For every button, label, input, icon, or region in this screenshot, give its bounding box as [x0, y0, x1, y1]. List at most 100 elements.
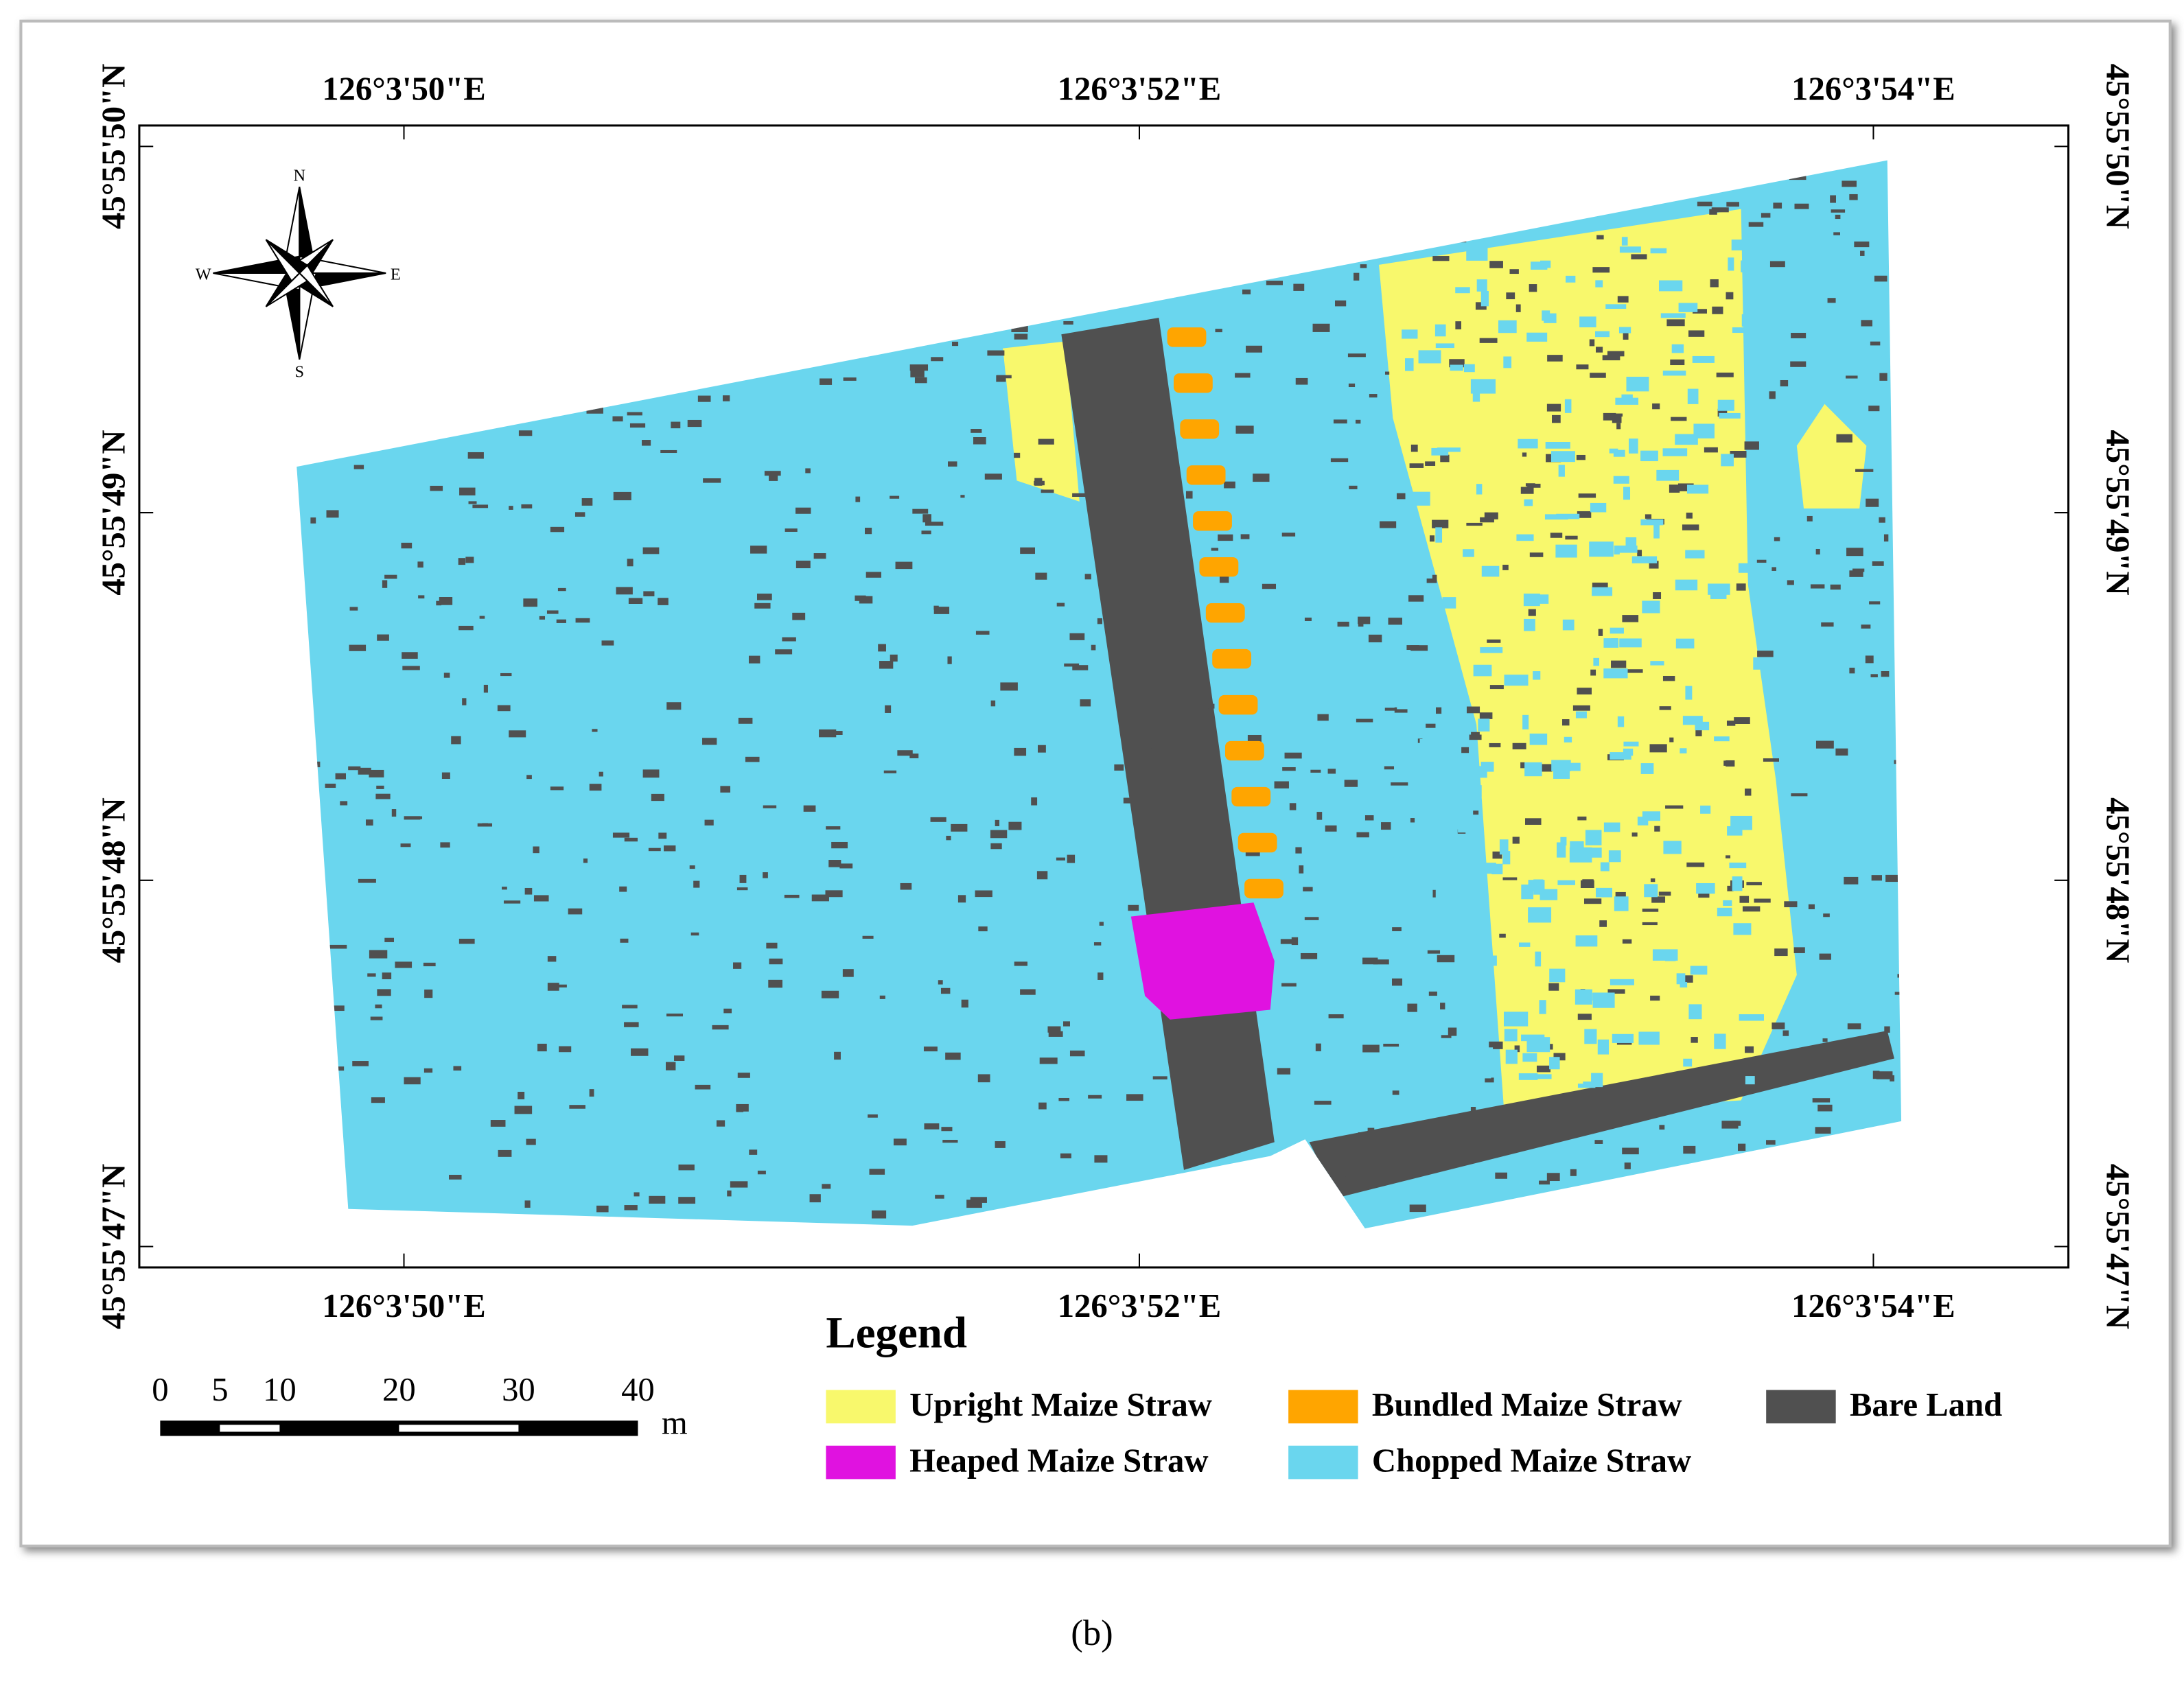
bare-speckle	[596, 1205, 609, 1213]
bare-speckle	[1769, 391, 1776, 399]
bare-speckle	[502, 887, 507, 890]
bare-speckle	[1396, 493, 1413, 500]
bare-speckle	[822, 1184, 831, 1189]
bare-speckle	[1437, 955, 1455, 963]
chopped-speckle	[1556, 842, 1566, 858]
bare-speckle	[935, 1195, 944, 1199]
chopped-speckle	[1579, 316, 1596, 327]
scale-label: 10	[263, 1371, 297, 1408]
bare-speckle	[1331, 1170, 1346, 1177]
bare-speckle	[764, 471, 781, 476]
bare-speckle	[1756, 559, 1767, 563]
chopped-speckle	[1594, 331, 1610, 338]
chopped-speckle	[1653, 524, 1660, 539]
bare-speckle	[382, 580, 388, 588]
bare-speckle	[1284, 752, 1302, 759]
chopped-speckle	[1675, 434, 1698, 445]
chopped-speckle	[1424, 1060, 1442, 1076]
scale-label: 40	[621, 1371, 655, 1408]
bare-speckle	[619, 886, 627, 892]
bare-speckle	[1335, 300, 1347, 307]
bare-speckle	[1615, 891, 1626, 897]
bare-speckle	[1191, 675, 1209, 679]
bare-speckle	[1784, 901, 1798, 908]
bare-speckle	[1406, 645, 1419, 651]
bare-speckle	[872, 1210, 887, 1219]
bare-speckle	[1126, 1094, 1143, 1101]
bare-speckle	[335, 773, 347, 780]
bare-speckle	[642, 440, 651, 446]
chopped-speckle	[1406, 876, 1417, 891]
bare-speckle	[1717, 408, 1728, 417]
bare-speckle	[1179, 601, 1184, 605]
bare-speckle	[909, 753, 919, 758]
bare-speckle	[1088, 1095, 1102, 1099]
bare-speckle	[1624, 1162, 1631, 1169]
bare-speckle	[1410, 1157, 1416, 1165]
bare-speckle	[1380, 521, 1397, 528]
bare-speckle	[1316, 812, 1323, 820]
bare-speckle	[436, 600, 442, 606]
chopped-speckle	[1504, 675, 1529, 686]
bare-speckle	[723, 1008, 732, 1014]
bare-speckle	[1097, 618, 1103, 624]
bare-speckle	[1282, 767, 1296, 771]
bare-speckle	[1093, 942, 1102, 946]
caption: (b)	[1071, 1613, 1113, 1653]
chopped-speckle	[1717, 907, 1732, 917]
bare-speckle	[1440, 1003, 1445, 1009]
bare-speckle	[1455, 321, 1462, 329]
chopped-speckle	[1732, 876, 1743, 891]
chopped-speckle	[1557, 880, 1576, 885]
bare-speckle	[1295, 377, 1308, 385]
bare-speckle	[1622, 1147, 1639, 1155]
bare-speckle	[338, 1066, 345, 1071]
bare-speckle	[1815, 1127, 1831, 1134]
bare-speckle	[785, 528, 798, 532]
bundle	[1238, 832, 1277, 853]
bare-speckle	[1392, 927, 1402, 931]
bare-speckle	[1470, 1114, 1487, 1123]
chopped-speckle	[1505, 1049, 1518, 1064]
bare-speckle	[1384, 766, 1395, 770]
bare-speckle	[483, 684, 488, 693]
bare-speckle	[1807, 515, 1813, 522]
bare-speckle	[497, 705, 511, 712]
bare-speckle	[748, 655, 760, 664]
chopped-speckle	[1441, 704, 1459, 716]
bare-speckle	[1537, 764, 1553, 772]
bare-speckle	[449, 1174, 462, 1180]
chopped-speckle	[1640, 450, 1658, 462]
bare-speckle	[805, 468, 811, 473]
bare-speckle	[518, 1092, 525, 1099]
bare-speckle	[660, 449, 677, 454]
bare-speckle	[1047, 1026, 1061, 1033]
chopped-speckle	[1625, 537, 1637, 549]
bare-speckle	[737, 1073, 750, 1078]
chopped-speckle	[1614, 550, 1620, 554]
chopped-speckle	[1603, 668, 1628, 679]
bare-speckle	[1114, 635, 1124, 640]
bare-speckle	[1143, 748, 1152, 753]
chopped-speckle	[1637, 817, 1649, 826]
bare-speckle	[1572, 705, 1590, 711]
bare-speckle	[326, 510, 339, 518]
bare-speckle	[1782, 1030, 1789, 1036]
bare-speckle	[1174, 695, 1181, 701]
chopped-speckle	[1480, 647, 1503, 653]
bare-speckle	[689, 865, 695, 869]
bare-speckle	[1159, 741, 1174, 747]
bare-speckle	[1847, 1023, 1861, 1030]
chopped-speckle	[1539, 1000, 1546, 1014]
bare-speckle	[1631, 832, 1638, 837]
bare-speckle	[1424, 574, 1437, 583]
bare-speckle	[1484, 512, 1498, 519]
bare-speckle	[1748, 222, 1764, 227]
bare-speckle	[1602, 355, 1620, 361]
bare-speckle	[526, 1138, 536, 1145]
bare-speckle	[1712, 306, 1723, 314]
bare-speckle	[1502, 877, 1518, 880]
bare-speckle	[1780, 379, 1789, 387]
